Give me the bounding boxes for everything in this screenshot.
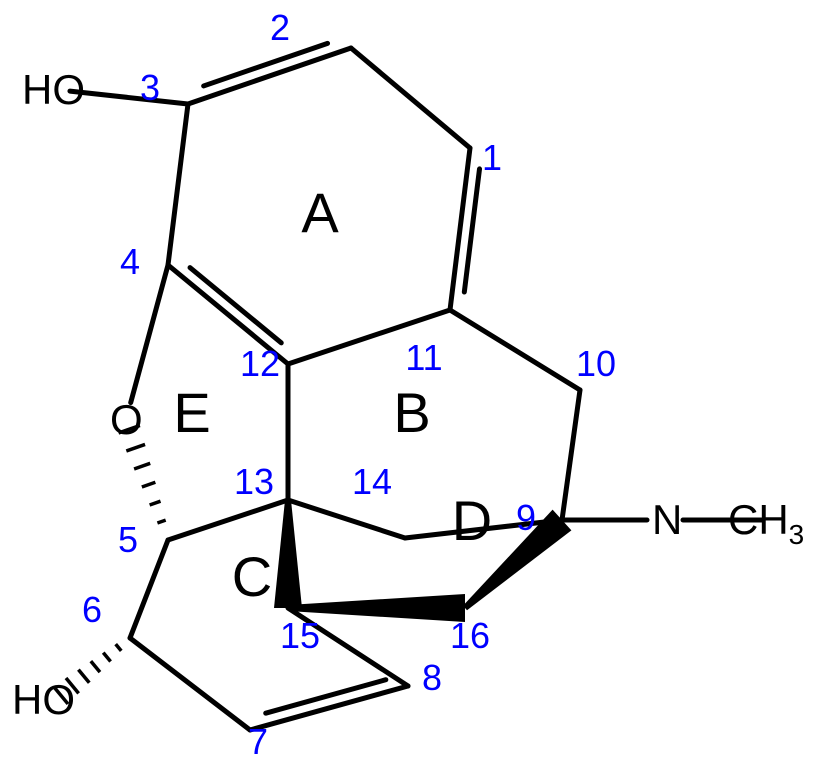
position-number-5: 5 xyxy=(118,519,138,560)
ch3-label: CH3 xyxy=(728,496,804,550)
wedges-layer xyxy=(54,425,572,703)
labels-layer: HOOHONCH3ABCDE12345678910111213141516 xyxy=(12,7,804,758)
position-number-6: 6 xyxy=(82,589,102,630)
ring-a: A xyxy=(301,181,339,244)
position-number-8: 8 xyxy=(422,657,442,698)
n-label: N xyxy=(652,496,682,543)
position-number-13: 13 xyxy=(234,461,274,502)
position-number-2: 2 xyxy=(270,7,290,48)
ring-b: B xyxy=(393,381,430,444)
position-number-4: 4 xyxy=(120,241,140,282)
ring-d: D xyxy=(452,489,492,552)
ring-c: C xyxy=(232,545,272,608)
position-number-7: 7 xyxy=(248,721,268,758)
position-number-12: 12 xyxy=(240,343,280,384)
position-number-14: 14 xyxy=(352,461,392,502)
ring-e: E xyxy=(173,381,210,444)
position-number-16: 16 xyxy=(450,615,490,656)
oh3-label: HO xyxy=(22,66,85,113)
o-ether-label: O xyxy=(110,396,143,443)
oh6-label: HO xyxy=(12,676,75,723)
position-number-10: 10 xyxy=(576,343,616,384)
position-number-15: 15 xyxy=(280,615,320,656)
position-number-9: 9 xyxy=(516,497,536,538)
position-number-11: 11 xyxy=(405,337,442,378)
position-number-1: 1 xyxy=(482,137,502,178)
position-number-3: 3 xyxy=(140,67,160,108)
morphine-structure-diagram: HOOHONCH3ABCDE12345678910111213141516 xyxy=(0,0,830,758)
